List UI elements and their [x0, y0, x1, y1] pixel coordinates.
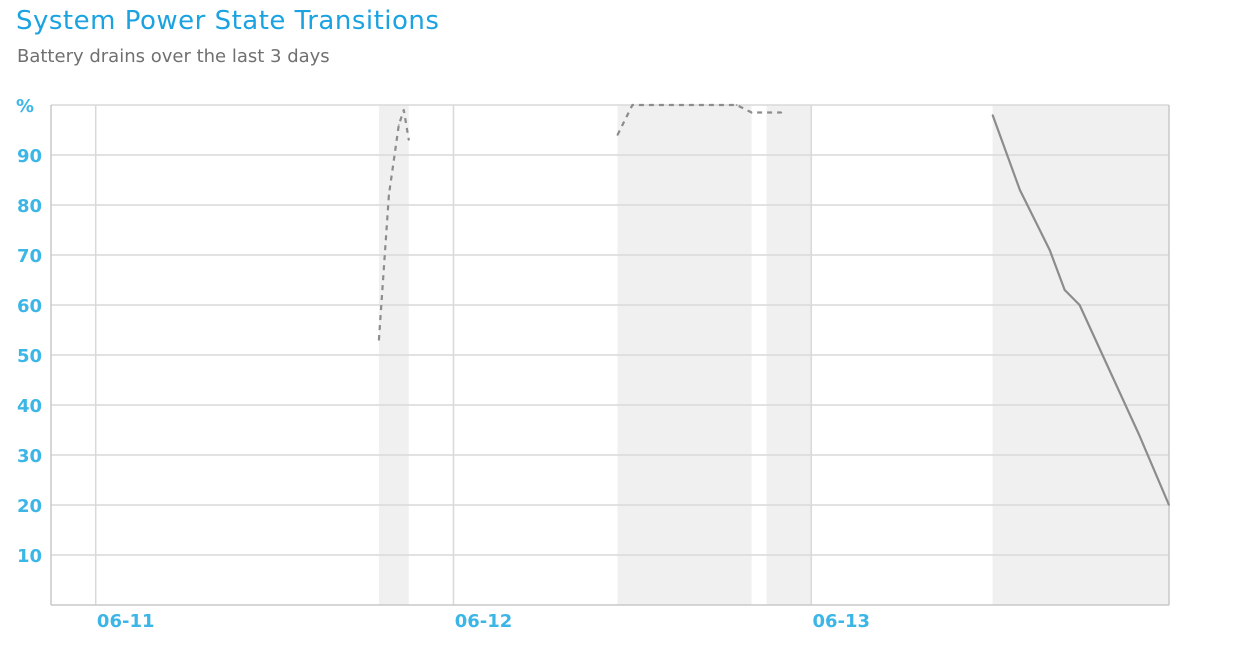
x-tick-label-06-12: 06-12	[455, 611, 513, 632]
y-axis-label: %	[16, 96, 34, 117]
data-point-0-3	[402, 109, 405, 111]
data-point-2-1	[1019, 189, 1021, 191]
chart-title: System Power State Transitions	[16, 6, 440, 36]
data-point-0-2	[398, 124, 400, 126]
y-tick-label-60: 60	[17, 296, 42, 317]
data-point-2-0	[991, 114, 994, 116]
chart-subtitle: Battery drains over the last 3 days	[17, 46, 330, 67]
data-point-0-4	[407, 139, 410, 141]
x-tick-label-06-11: 06-11	[97, 611, 155, 632]
y-tick-label-30: 30	[17, 446, 42, 467]
y-tick-label-80: 80	[17, 196, 42, 217]
y-tick-label-40: 40	[17, 396, 42, 417]
y-tick-label-70: 70	[17, 246, 42, 267]
data-point-2-6	[1138, 434, 1140, 436]
data-point-0-1	[388, 194, 390, 196]
data-point-1-5	[780, 111, 783, 114]
data-point-2-4	[1078, 304, 1081, 306]
data-point-2-2	[1048, 249, 1051, 251]
data-point-1-4	[750, 111, 753, 114]
data-point-2-7	[1168, 504, 1170, 506]
data-point-1-3	[735, 104, 738, 106]
y-tick-label-20: 20	[17, 496, 42, 517]
x-tick-label-06-13: 06-13	[812, 611, 870, 632]
series-line-0	[377, 108, 410, 341]
y-tick-label-50: 50	[17, 346, 42, 367]
data-point-2-5	[1108, 369, 1111, 371]
series-line-2	[991, 114, 1171, 506]
y-tick-label-10: 10	[17, 546, 42, 567]
series-line-1	[616, 103, 782, 136]
y-tick-label-90: 90	[17, 146, 42, 167]
data-point-0-0	[378, 339, 380, 341]
data-point-1-0	[616, 134, 619, 136]
data-point-1-1	[631, 104, 634, 106]
data-point-2-3	[1063, 289, 1066, 291]
data-point-1-2	[661, 104, 663, 106]
